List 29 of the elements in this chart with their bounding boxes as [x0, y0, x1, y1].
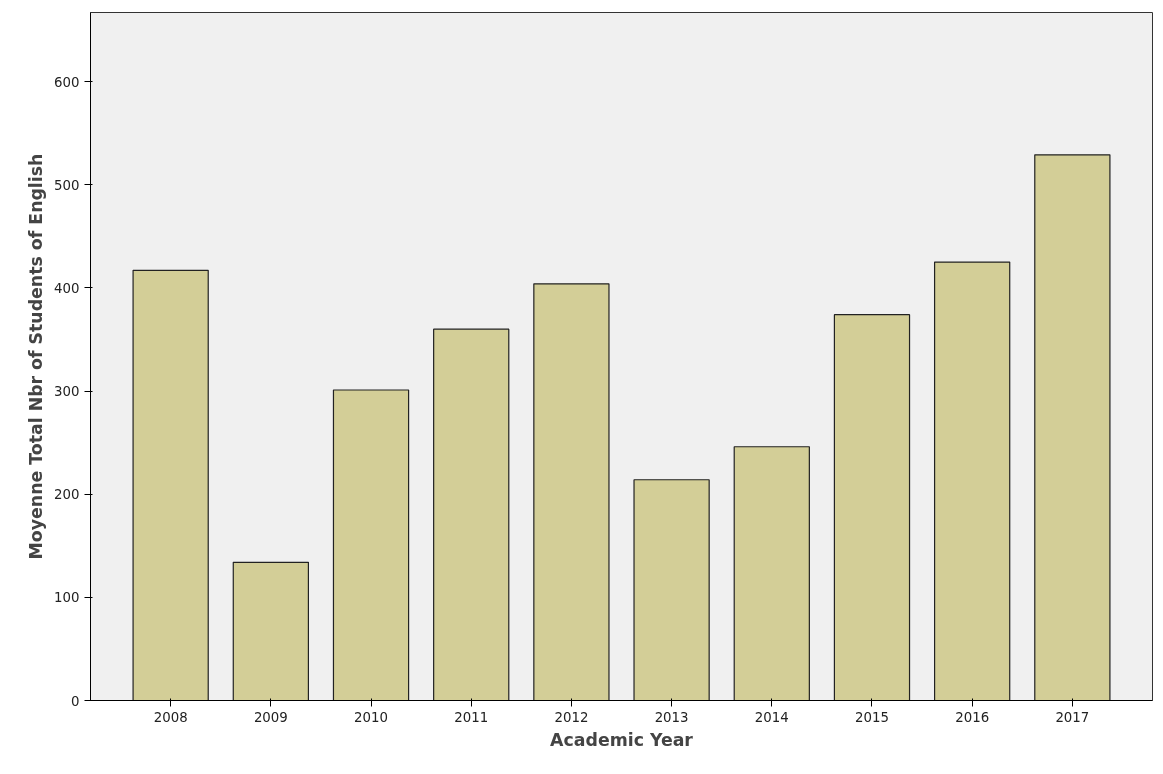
- y-tick-label: 600: [54, 74, 80, 90]
- y-tick-label: 200: [54, 487, 80, 503]
- y-tick-label: 0: [71, 693, 80, 709]
- x-tick-label: 2016: [955, 709, 990, 725]
- bar: [433, 328, 510, 701]
- x-tick-label: 2009: [253, 709, 288, 725]
- bar: [1034, 154, 1111, 701]
- x-tick-label: 2012: [554, 709, 589, 725]
- x-tick-label: 2015: [855, 709, 889, 725]
- y-tick-label: 500: [54, 177, 80, 193]
- bar: [332, 389, 410, 701]
- x-tick-label: 2017: [1055, 709, 1090, 725]
- x-tick-label: 2011: [454, 709, 489, 725]
- x-axis-title: Academic Year: [550, 729, 694, 750]
- bar: [833, 314, 911, 701]
- x-tick-label: 2014: [754, 709, 789, 725]
- bar: [533, 283, 610, 701]
- y-axis-title: Moyenne Total Nbr of Students of English: [26, 153, 47, 560]
- bar: [633, 479, 710, 701]
- x-tick-label: 2008: [153, 709, 188, 725]
- bar: [933, 261, 1011, 701]
- y-tick-label: 100: [54, 590, 80, 606]
- bar: [733, 446, 810, 701]
- y-tick-label: 400: [54, 280, 80, 296]
- y-tick-label: 300: [54, 384, 80, 400]
- bar: [232, 561, 310, 701]
- bar: [132, 269, 209, 701]
- x-tick-label: 2010: [354, 709, 388, 725]
- x-tick-label: 2013: [654, 709, 689, 725]
